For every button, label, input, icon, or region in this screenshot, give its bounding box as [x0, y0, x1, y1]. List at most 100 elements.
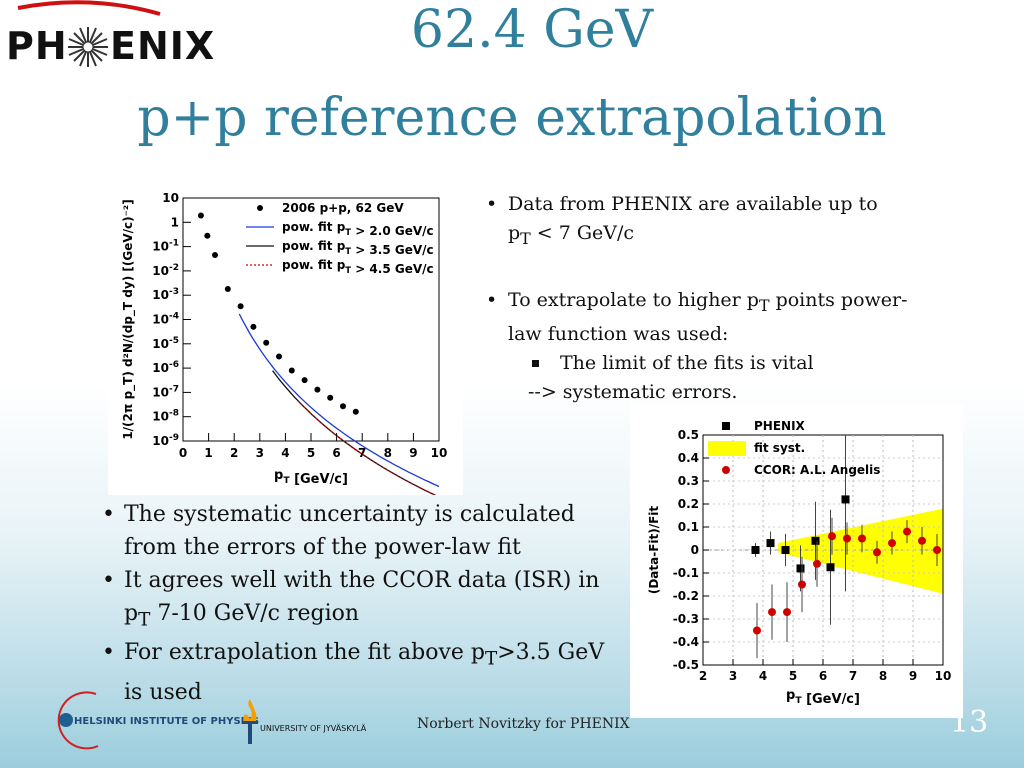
x-tick-label: 1: [204, 446, 212, 460]
jyu-torch-icon: [242, 699, 258, 744]
legend-label: CCOR: A.L. Angelis: [754, 463, 880, 477]
data-point: [340, 403, 346, 410]
ccor-point: [933, 546, 941, 554]
ccor-point: [903, 527, 911, 536]
data-point: [197, 212, 204, 219]
x-tick-label: 5: [789, 669, 797, 683]
logo-text-right: ENIX: [110, 24, 216, 68]
y-tick-label: 10: [162, 191, 179, 205]
x-tick-label: 9: [909, 669, 917, 683]
phenix-point: [826, 563, 835, 572]
bullet-systematic-uncertainty: • The systematic uncertainty is calculat…: [102, 498, 624, 564]
bullet-text: >3.5 GeV: [497, 640, 605, 666]
data-point: [301, 377, 308, 384]
data-point: [250, 323, 257, 330]
data-point: [288, 367, 295, 374]
x-tick-label: 3: [256, 446, 264, 460]
x-tick-label: 3: [729, 669, 737, 683]
bullet-text: 7-10 GeV/c region: [150, 601, 360, 626]
logo-star-icon: [68, 27, 108, 67]
ratio-chart: 2 3 4 5 6 7 8 9 10 0.5 0.4 0.3 0.2 0.1 0 -0.1 -0.2 -0.3 -0…: [630, 403, 963, 718]
x-tick-label: 7: [358, 446, 366, 460]
bullet-extrapolation-fit: • For extrapolation the fit above pT>3.5…: [102, 636, 624, 708]
data-point: [263, 339, 270, 346]
subscript: T: [758, 295, 770, 315]
bullet-text: p: [508, 222, 521, 244]
ratio-chart-svg: 2 3 4 5 6 7 8 9 10 0.5 0.4 0.3 0.2 0.1 0 -0.1 -0.2 -0.3 -0…: [647, 419, 952, 707]
fit-curve-3: [297, 400, 440, 498]
x-tick-label: 10: [431, 446, 448, 460]
footer-author: Norbert Novitzky for PHENIX: [417, 716, 630, 732]
ccor-point: [843, 534, 851, 543]
phenix-point: [841, 495, 850, 504]
bullet-dot-icon: •: [486, 193, 498, 215]
spectrum-chart-svg: 0 1 2 3 4 5 6 7 8 9 10 10 1 10-1 10-2 10-3 10-4 10-5 10-6 1…: [121, 191, 448, 498]
x-tick-label: 6: [819, 669, 827, 683]
hip-logo-icon: [57, 691, 99, 750]
legend-label: fit syst.: [754, 441, 805, 455]
bullet-dot-icon: •: [102, 502, 115, 527]
ccor-point: [783, 608, 791, 617]
y-tick-label: 10-4: [152, 312, 179, 327]
y-tick-label: 10-8: [152, 409, 179, 424]
ccor-point: [813, 559, 821, 568]
legend-label: pow. fit pT > 3.5 GeV/c: [282, 239, 434, 257]
y-tick-label: 10-3: [152, 287, 179, 302]
bullet-text: p: [124, 601, 139, 626]
y-tick-label: 0.2: [678, 497, 699, 511]
page-number: 13: [950, 705, 989, 740]
syst-band: [778, 508, 943, 594]
x-axis-label: pT [GeV/c]: [274, 468, 348, 487]
ccor-point: [828, 532, 836, 541]
jyu-label: UNIVERSITY OF JYVÄSKYLÄ: [260, 724, 367, 733]
x-tick-label: 7: [849, 669, 857, 683]
phenix-logo: PH ENIX: [0, 0, 225, 80]
data-point: [224, 285, 231, 292]
hip-label: HELSINKI INSTITUTE OF PHYSICS: [74, 716, 260, 727]
bullet-text: Data from PHENIX are available up to: [508, 193, 878, 215]
y-tick-label: -0.4: [673, 635, 699, 649]
ccor-point: [768, 608, 776, 617]
legend-label: pow. fit pT > 4.5 GeV/c: [282, 258, 434, 276]
ccor-point: [873, 548, 881, 557]
data-point: [204, 232, 211, 239]
bullet-power-law: • To extrapolate to higher pT points pow…: [486, 286, 938, 349]
y-tick-label: -0.3: [673, 612, 699, 626]
ccor-point: [918, 536, 926, 545]
phenix-point: [796, 564, 805, 573]
y-tick-label: 10-2: [152, 263, 179, 278]
spectrum-chart: 0 1 2 3 4 5 6 7 8 9 10 10 1 10-1 10-2 10-3 10-4 10-5 10-6 1…: [108, 160, 463, 498]
left-bullet-list: • The systematic uncertainty is calculat…: [102, 498, 624, 709]
bullet-text: points power-: [769, 288, 908, 311]
bullet-ccor-agreement: • It agrees well with the CCOR data (ISR…: [102, 564, 624, 636]
y-tick-label: 10-5: [152, 336, 179, 351]
ccor-point: [888, 539, 896, 548]
y-tick-label: -0.5: [673, 658, 699, 672]
bullet-text: It agrees well with the CCOR data (ISR) …: [124, 568, 600, 593]
ccor-point: [753, 626, 761, 635]
y-axis-label: (Data-Fit)/Fit: [647, 506, 661, 595]
x-tick-label: 9: [409, 446, 417, 460]
legend-label: PHENIX: [754, 419, 806, 433]
x-tick-label: 10: [935, 669, 952, 683]
logo-arc: [17, 0, 161, 16]
data-point: [276, 353, 282, 360]
subscript: T: [520, 228, 531, 248]
bullet-text: To extrapolate to higher p: [508, 288, 759, 311]
bullet-text: The limit of the fits is vital: [560, 351, 814, 374]
sub-bullet-systematic: --> systematic errors.: [508, 378, 938, 407]
legend-marker: [722, 422, 730, 430]
y-tick-label: 10-9: [152, 433, 179, 448]
ccor-point: [858, 534, 866, 543]
x-tick-label: 8: [879, 669, 887, 683]
legend-marker: [722, 466, 730, 474]
x-axis-label: pT [GeV/c]: [786, 688, 860, 707]
bullet-text: is used: [124, 679, 202, 705]
y-tick-label: 0.3: [678, 474, 699, 488]
legend-label: 2006 p+p, 62 GeV: [282, 201, 404, 215]
legend-marker: [257, 205, 263, 211]
y-tick-label: 0: [691, 543, 699, 557]
y-tick-label: -0.2: [673, 589, 699, 603]
y-tick-label: 0.1: [678, 520, 699, 534]
y-tick-label: 10-6: [152, 360, 179, 375]
